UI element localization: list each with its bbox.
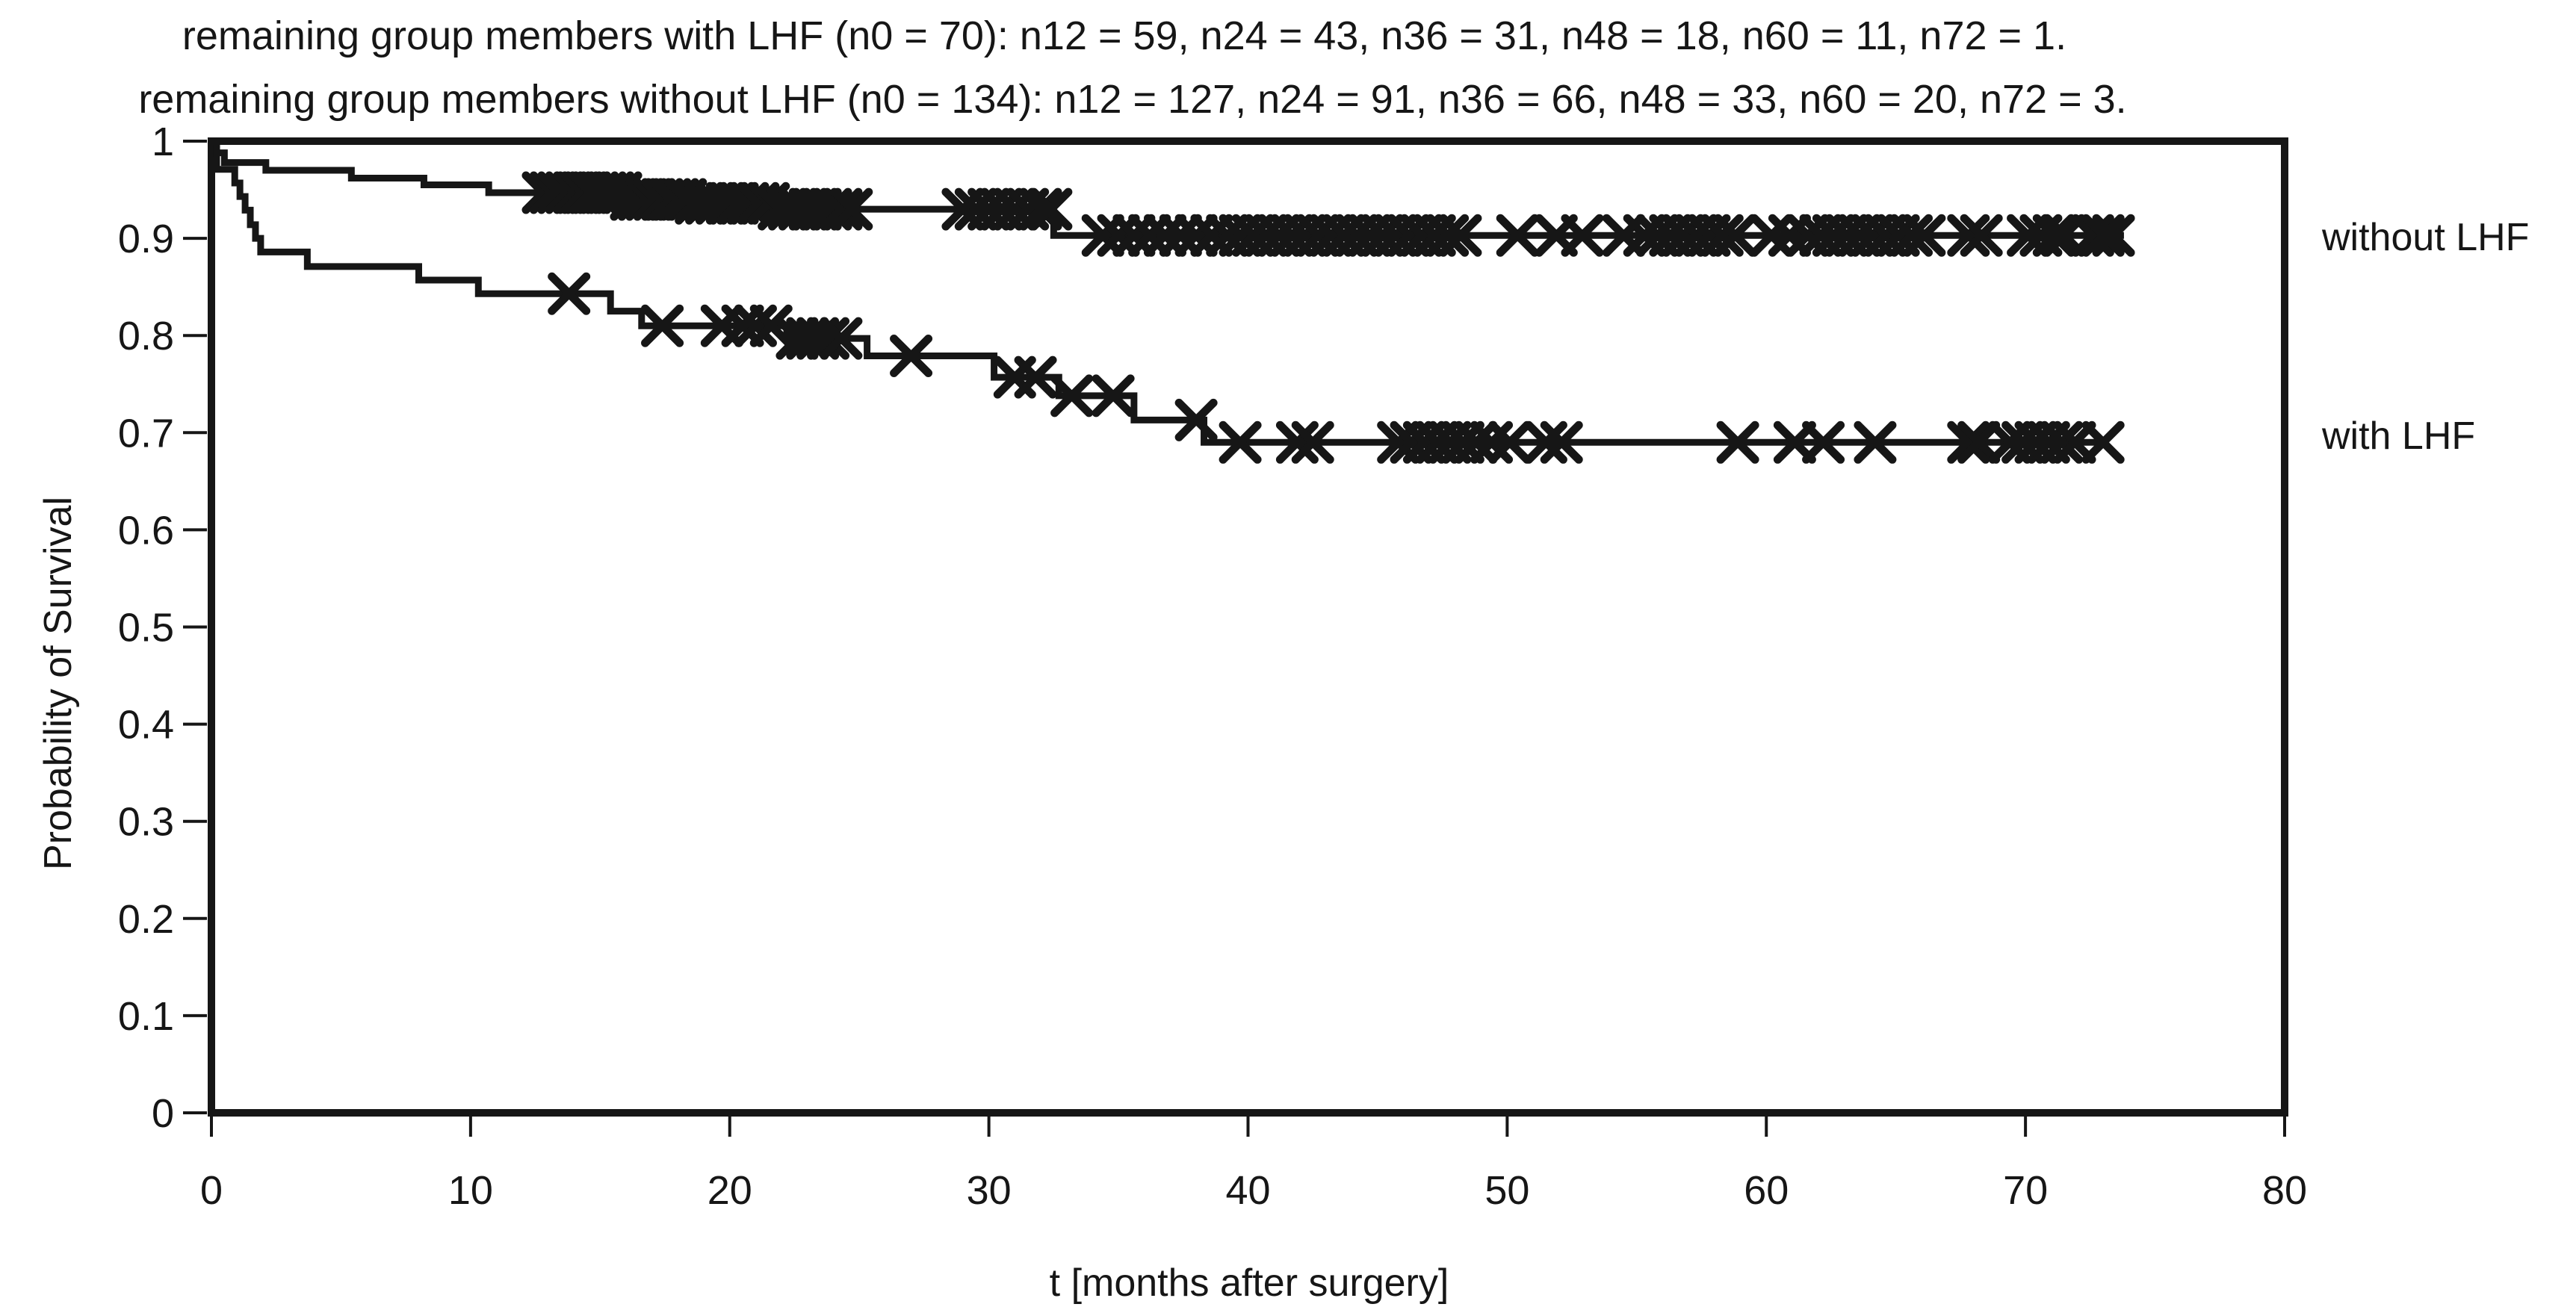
censor-mark-icon	[734, 304, 777, 347]
censor-mark-icon	[2092, 214, 2135, 257]
censor-mark-icon	[1700, 214, 1744, 257]
censor-mark-icon	[641, 304, 684, 347]
legend-label-without-lhf: without LHF	[2321, 216, 2529, 259]
censor-mark-icon	[1030, 187, 1073, 231]
censor-mark-icon	[548, 272, 591, 315]
x-axis-tick-label: 30	[967, 1168, 1012, 1213]
y-axis-tick-label: 0.1	[118, 994, 174, 1039]
x-axis-tick-label: 70	[2003, 1168, 2048, 1213]
x-axis-tick-label: 60	[1744, 1168, 1789, 1213]
censor-mark-icon	[1019, 187, 1062, 231]
x-axis-tick-label: 10	[448, 1168, 493, 1213]
censor-mark-icon	[1890, 214, 1933, 257]
censor-mark-icon	[1716, 420, 1759, 464]
censor-mark-icon	[1960, 214, 2003, 257]
y-axis-tick-label: 0.3	[118, 800, 174, 845]
censor-mark-icon	[830, 187, 873, 231]
y-axis-tick-label: 0.8	[118, 314, 174, 358]
censor-mark-icon	[2081, 420, 2125, 464]
y-axis-tick-label: 1	[152, 119, 174, 164]
censor-mark-icon	[1426, 214, 1470, 257]
censor-mark-icon	[1957, 420, 2001, 464]
censor-mark-icon	[1802, 420, 1845, 464]
censor-mark-icon	[1488, 420, 1532, 464]
censor-mark-icon	[1439, 214, 1482, 257]
censor-mark-icon	[1112, 214, 1156, 257]
censor-mark-icon	[1714, 214, 1757, 257]
y-axis-tick-label: 0.6	[118, 508, 174, 553]
censor-mark-icon	[1903, 214, 1946, 257]
censor-mark-icon	[1144, 214, 1186, 257]
censor-mark-icon	[1092, 374, 1135, 417]
x-axis-tick-label: 0	[200, 1168, 223, 1213]
censor-mark-icon	[2032, 214, 2075, 257]
censor-mark-icon	[820, 317, 863, 360]
chart-title-line2: remaining group members without LHF (n0 …	[138, 77, 2126, 122]
plot-frame	[208, 137, 2288, 1117]
x-axis-title: t [months after surgery]	[1050, 1261, 1449, 1305]
censor-mark-icon	[1540, 420, 1583, 464]
censor-mark-icon	[1014, 356, 1057, 399]
y-axis-title: Probability of Survival	[37, 497, 80, 870]
censor-mark-icon	[2081, 214, 2125, 257]
censor-mark-icon	[1275, 420, 1319, 464]
censor-mark-icon	[1159, 214, 1202, 257]
censor-mark-icon	[1174, 214, 1218, 257]
censor-marks-with-lhf	[548, 272, 2125, 464]
y-axis-tick-label: 0.9	[118, 217, 174, 261]
censor-mark-icon	[1097, 214, 1140, 257]
censor-mark-icon	[749, 304, 793, 347]
censor-mark-icon	[1854, 420, 1897, 464]
censor-mark-icon	[1947, 420, 1990, 464]
y-axis-tick-label: 0	[152, 1091, 174, 1136]
censor-mark-icon	[1081, 214, 1124, 257]
y-axis-tick-label: 0.7	[118, 411, 174, 456]
y-axis-tick-label: 0.2	[118, 897, 174, 942]
x-axis-tick-label: 40	[1225, 1168, 1270, 1213]
legend-label-with-lhf: with LHF	[2321, 415, 2475, 458]
censor-mark-icon	[1947, 214, 1990, 257]
x-axis-tick-label: 50	[1484, 1168, 1529, 1213]
censor-mark-icon	[1496, 214, 1539, 257]
censor-mark-icon	[1524, 420, 1567, 464]
censor-mark-icon	[1291, 420, 1334, 464]
y-axis-tick-label: 0.4	[118, 703, 174, 748]
censor-mark-icon	[1219, 420, 1262, 464]
censor-marks-without-lhf	[521, 171, 2135, 257]
x-axis-tick-label: 80	[2262, 1168, 2307, 1213]
censor-mark-icon	[2040, 420, 2084, 464]
y-axis-tick-label: 0.5	[118, 606, 174, 651]
censor-mark-icon	[890, 335, 933, 378]
censor-mark-icon	[1455, 420, 1498, 464]
censor-mark-icon	[820, 187, 863, 231]
censor-mark-icon	[807, 317, 850, 360]
censor-mark-icon	[1050, 374, 1094, 417]
plot-area: 1 0.9 0.8 0.7 0.6 0.5 0.4 0.3 0.2 0.1 00 10 20 30 40 50…	[118, 119, 2307, 1213]
survival-curve-with-lhf	[211, 137, 2109, 446]
chart-title-line1: remaining group members with LHF (n0 = 7…	[182, 13, 2066, 58]
censor-mark-icon	[1128, 214, 1171, 257]
censor-mark-icon	[1561, 214, 1604, 257]
censor-mark-icon	[1174, 398, 1218, 441]
x-axis-tick-label: 20	[708, 1168, 752, 1213]
